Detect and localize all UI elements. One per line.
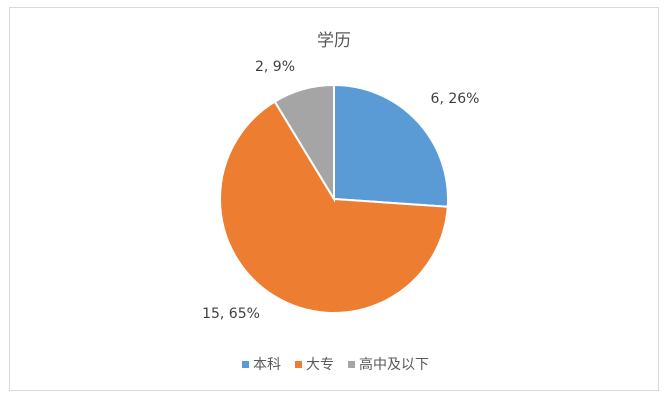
legend-item-dazhuan: 大专 [295, 354, 334, 374]
pie-slice-benke [333, 83, 449, 208]
legend-item-gaozhong: 高中及以下 [348, 354, 429, 374]
legend-swatch-dazhuan [295, 360, 302, 368]
data-label-dazhuan: 15, 65% [202, 306, 260, 322]
chart-legend: 本科 大专 高中及以下 [0, 354, 671, 374]
data-label-benke: 6, 26% [431, 91, 480, 107]
legend-item-benke: 本科 [242, 354, 281, 374]
legend-swatch-gaozhong [348, 360, 355, 368]
legend-label-dazhuan: 大专 [306, 357, 334, 373]
pie-slice-gaozhong [273, 83, 335, 203]
pie-slice-dazhuan [219, 100, 449, 314]
legend-label-benke: 本科 [253, 357, 281, 373]
chart-title: 学历 [317, 31, 351, 51]
legend-swatch-benke [242, 360, 249, 368]
legend-label-gaozhong: 高中及以下 [359, 357, 429, 373]
data-label-gaozhong: 2, 9% [255, 59, 295, 75]
